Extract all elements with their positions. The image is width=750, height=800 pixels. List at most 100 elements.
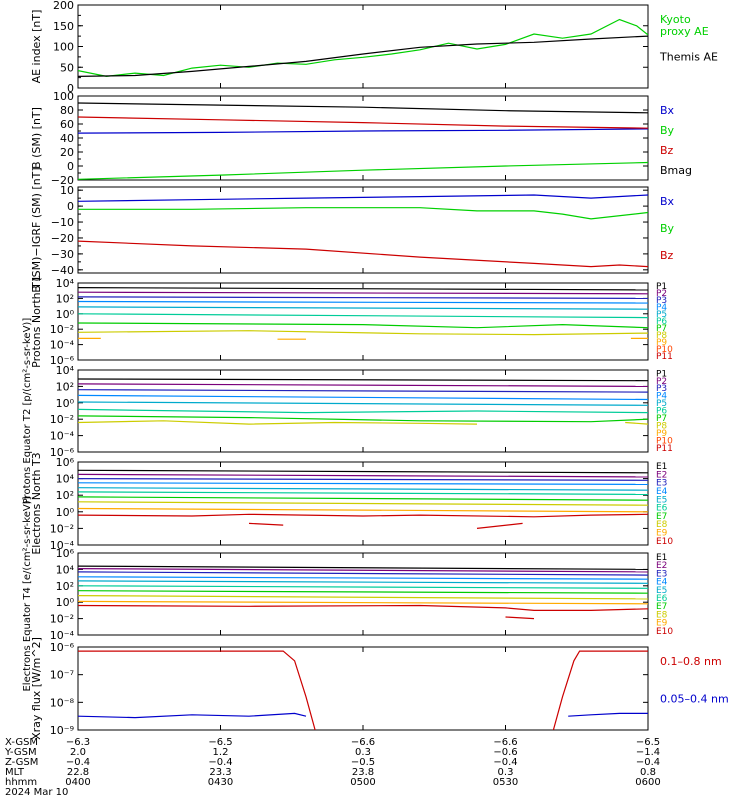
y-tick-label: 150 — [53, 20, 74, 33]
footer-value: 2.0 — [70, 747, 86, 758]
y-tick-label: 10⁻² — [50, 613, 74, 626]
series-line-e2 — [78, 473, 648, 478]
footer-row-label: hhmm — [5, 777, 37, 788]
y-tick-label: −40 — [51, 264, 74, 277]
y-tick-label: 10² — [56, 580, 74, 593]
legend-entry: proxy AE — [660, 25, 709, 38]
panel-frame — [77, 646, 649, 731]
footer-value: 0.8 — [640, 767, 656, 778]
legend-entry: Bz — [660, 144, 674, 157]
y-tick-label: 10⁴ — [56, 277, 75, 290]
y-axis-label: Protons Equator T2 [p/(cm²-s-sr-keV)] — [22, 318, 33, 505]
series-line-e6 — [78, 491, 648, 495]
legend-entry: Bmag — [660, 164, 692, 177]
footer-value: −0.4 — [493, 757, 517, 768]
y-tick-label: 10⁻⁴ — [50, 629, 75, 642]
series-line-e10 — [248, 522, 284, 526]
series-line-p7 — [78, 415, 648, 423]
legend-entry: P8 — [656, 331, 667, 341]
y-axis-label: Xray flux [W/m^2] — [30, 637, 43, 740]
footer-value: −6.5 — [208, 737, 232, 748]
y-tick-label: 0 — [67, 160, 74, 173]
series-line-p1 — [78, 378, 648, 382]
footer-value: −0.6 — [493, 747, 517, 758]
series-line-e9 — [78, 507, 648, 513]
y-tick-label: 10⁴ — [56, 473, 75, 486]
legend-entry: 0.05–0.4 nm — [660, 693, 729, 706]
footer-value: −6.5 — [636, 737, 660, 748]
series-line-e10 — [476, 522, 523, 529]
series-line-e1 — [78, 565, 648, 570]
panel-frame — [77, 95, 649, 181]
y-tick-label: 10⁰ — [56, 397, 75, 410]
y-tick-label: 0 — [67, 200, 74, 213]
y-tick-label: 10 — [60, 184, 74, 197]
y-tick-label: −20 — [51, 232, 74, 245]
footer-value: −1.4 — [636, 747, 660, 758]
legend-entry: E4 — [656, 578, 668, 588]
legend-entry: P2 — [656, 377, 667, 387]
series-line-p1 — [78, 287, 648, 291]
panel-frame — [77, 552, 649, 636]
footer-value: 23.8 — [352, 767, 374, 778]
footer-row-label: MLT — [5, 767, 25, 778]
series-line-0-1-0-8-nm — [552, 650, 648, 730]
legend-entry: E1 — [656, 553, 667, 563]
legend-entry: Bz — [660, 249, 674, 262]
legend-entry: E9 — [656, 528, 668, 538]
series-line-p2 — [78, 291, 648, 295]
y-tick-label: 10⁻⁴ — [50, 430, 75, 443]
series-line-p5 — [78, 306, 648, 310]
legend-entry: P9 — [656, 429, 667, 439]
y-axis-label: Electrons Equator T4 [e/(cm²-s-sr-keV)] — [22, 496, 33, 691]
y-tick-label: 40 — [60, 132, 74, 145]
series-line-e10 — [78, 513, 648, 518]
legend-entry: P6 — [656, 317, 667, 327]
legend-entry: P8 — [656, 422, 667, 432]
series-line-p8 — [78, 420, 478, 425]
series-line-bz — [78, 116, 648, 129]
y-tick-label: 10⁻⁴ — [50, 539, 75, 552]
series-line-p2 — [78, 383, 648, 387]
footer-row-label: Z-GSM — [5, 757, 38, 768]
series-line-bx — [78, 194, 648, 202]
series-line-0-1-0-8-nm — [78, 650, 316, 730]
y-tick-label: 200 — [53, 0, 74, 12]
series-line-e7 — [78, 496, 648, 501]
legend-entry: P1 — [656, 282, 667, 292]
panel-frame — [77, 282, 649, 361]
footer-value: 0430 — [208, 777, 233, 788]
legend-entry: P5 — [656, 399, 667, 409]
y-axis-label: B (SM) [nT] — [30, 107, 43, 169]
series-line-e8 — [78, 501, 648, 506]
legend-entry: E7 — [656, 512, 667, 522]
legend-entry: P9 — [656, 338, 667, 348]
footer-row-label: Y-GSM — [4, 747, 37, 758]
series-line-e2 — [78, 568, 648, 573]
series-line-e8 — [78, 595, 648, 600]
series-line-e6 — [78, 585, 648, 589]
y-tick-label: 10⁰ — [56, 308, 75, 321]
y-tick-label: 10² — [56, 489, 74, 502]
legend-entry: E5 — [656, 495, 667, 505]
y-tick-label: 0 — [67, 82, 74, 95]
y-axis-label: Protons North T1 — [30, 275, 43, 368]
series-line-e5 — [78, 487, 648, 491]
y-tick-label: 10⁻² — [50, 413, 74, 426]
footer-value: −0.4 — [66, 757, 90, 768]
footer-value: 1.2 — [213, 747, 229, 758]
y-tick-label: 10⁻⁹ — [50, 724, 74, 737]
series-line-kyoto-proxy-ae — [78, 18, 648, 78]
series-line-p8 — [625, 421, 648, 425]
y-axis-label: B (SM)−IGRF (SM) [nT] — [30, 167, 43, 292]
electrons-equator-panel: 10⁻⁴ 10⁻² 10⁰ 10² 10⁴ 10⁶ Electrons Equator T4… — [22, 496, 673, 691]
footer-value: −6.6 — [351, 737, 375, 748]
legend-entry: P5 — [656, 310, 667, 320]
xray-flux-panel: 10⁻⁹ 10⁻⁸ 10⁻⁷ 10⁻⁶ Xray flux [W/m^2] 0.1–0.8… — [30, 637, 729, 740]
legend-entry: P1 — [656, 369, 667, 379]
legend-entry: P3 — [656, 384, 667, 394]
